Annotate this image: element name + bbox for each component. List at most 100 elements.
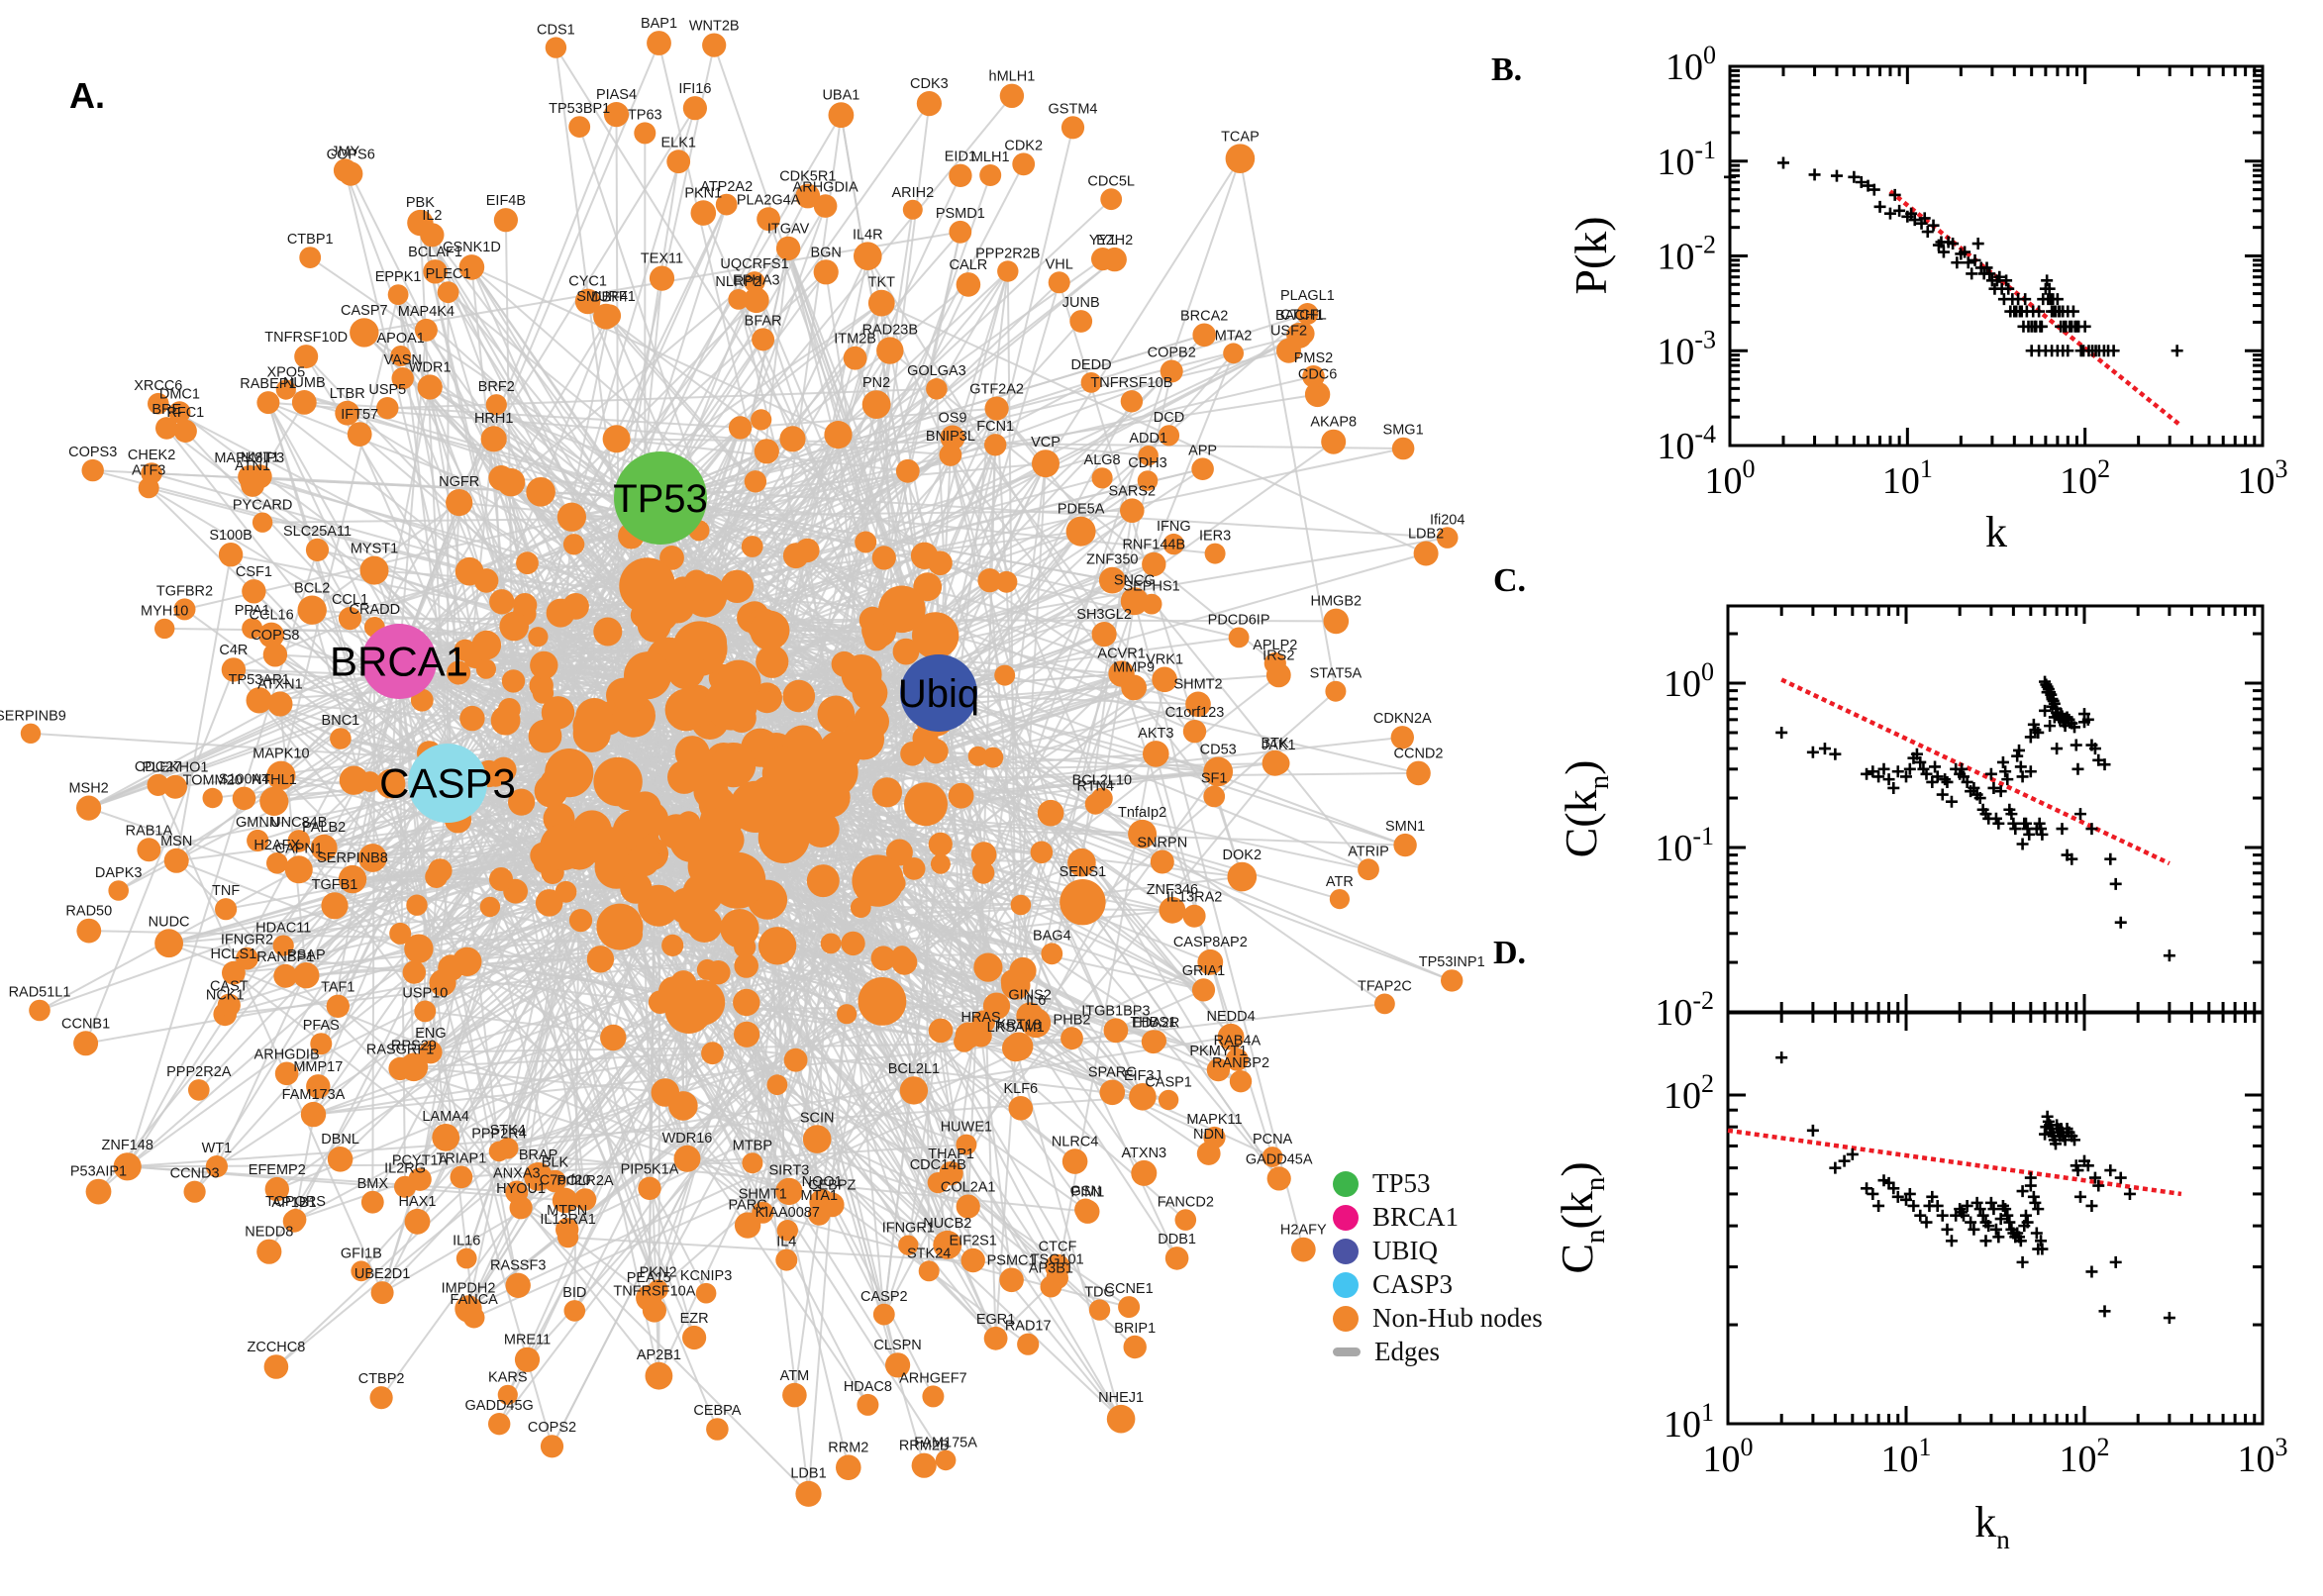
gene-label: ARHGEF7 <box>899 1370 967 1386</box>
gene-label: TKT <box>868 275 896 291</box>
gene-label: HAX1 <box>399 1194 437 1210</box>
gene-label: EFEMP2 <box>249 1162 306 1178</box>
gene-label: TEX11 <box>641 251 683 267</box>
tick-label: 101 <box>1881 1433 1932 1480</box>
gene-label: FANCD2 <box>1158 1194 1214 1210</box>
gene-label: EDA2R <box>1132 1016 1179 1032</box>
gene-label: DBF4 <box>591 290 628 306</box>
gene-label: SMN1 <box>1385 819 1425 835</box>
gene-label: UQCRFS1 <box>720 256 788 272</box>
gene-label: PALB2 <box>302 820 346 836</box>
gene-label: HRAS <box>960 1010 1000 1026</box>
chart-B-points <box>1724 156 2183 357</box>
gene-label: RASGRF1 <box>366 1043 435 1058</box>
gene-label: RASSF3 <box>490 1258 546 1274</box>
gene-label: KARS <box>488 1370 528 1386</box>
legend-item: Edges <box>1333 1339 1543 1365</box>
legend-edge-swatch-icon <box>1333 1347 1361 1356</box>
gene-label: NUMB <box>283 375 326 391</box>
gene-label: RAB1A <box>126 823 173 839</box>
gene-label: PEA15 <box>627 1270 671 1286</box>
gene-label: CCNB1 <box>61 1016 110 1032</box>
gene-label: STAT5A <box>1310 666 1363 682</box>
axis-title: k <box>1985 508 2007 556</box>
gene-label: IFT57 <box>341 407 378 423</box>
gene-label: AP3B1 <box>1029 1261 1073 1277</box>
gene-label: CALR <box>950 257 988 273</box>
gene-label: CEBPA <box>693 1403 741 1419</box>
gene-label: UBA1 <box>822 87 859 103</box>
gene-label: LDB1 <box>790 1466 826 1482</box>
tick-label: 10-1 <box>1655 822 1714 869</box>
gene-label: IL6 <box>1026 993 1046 1009</box>
gene-label: TNF <box>212 883 240 899</box>
gene-label: H2AFY <box>1280 1223 1327 1239</box>
gene-label: CHEK2 <box>128 448 175 463</box>
gene-label: KCNIP3 <box>680 1268 732 1284</box>
gene-label: NEDD8 <box>245 1225 293 1241</box>
gene-label: EID1 <box>945 150 976 165</box>
gene-label: CRADD <box>350 602 401 618</box>
hub-node-tp53 <box>614 451 707 545</box>
gene-label: OS9 <box>938 411 966 427</box>
gene-label: COPS2 <box>528 1420 576 1436</box>
gene-label: CDK5R1 <box>779 169 836 185</box>
gene-label: MTA1 <box>800 1188 838 1204</box>
gene-label: TNFRSF10A <box>613 1283 695 1299</box>
tick-label: 100 <box>1664 657 1714 705</box>
gene-label: HCLS1 <box>211 947 257 962</box>
gene-label: VHL <box>1046 256 1073 272</box>
gene-label: EPPK1 <box>375 269 422 285</box>
legend-node-swatch-icon <box>1333 1305 1359 1332</box>
chart-C-frame <box>1726 604 2265 1014</box>
gene-label: CDK3 <box>910 76 949 92</box>
legend: TP53 BRCA1 UBIQ CASP3 Non-Hub nodes Edges <box>1333 1170 1543 1365</box>
gene-label: ATF3 <box>132 462 165 478</box>
gene-label: TP53BP1 <box>549 101 610 117</box>
gene-label: ATRIP <box>1348 844 1389 859</box>
gene-label: NLRC4 <box>1052 1134 1099 1149</box>
legend-item: CASP3 <box>1333 1271 1543 1298</box>
gene-label: H2AFX <box>253 838 300 853</box>
gene-label: NDN <box>1193 1127 1224 1143</box>
tick-label: 10-1 <box>1657 136 1716 183</box>
gene-label: THAP1 <box>928 1147 974 1162</box>
gene-label: NHEJ1 <box>1098 1390 1144 1406</box>
gene-label: CCND2 <box>1394 747 1444 762</box>
legend-item: BRCA1 <box>1333 1204 1543 1231</box>
gene-label: BNIP3L <box>926 429 975 445</box>
gene-label: RANBP1 <box>256 949 314 965</box>
network-node-labels: TCAP NHEJ1 Ifi204 TP53INP1 P53AIP1 H2AFY SMG1 Z… <box>0 16 1485 1482</box>
gene-label: TnfaIp2 <box>1118 805 1166 821</box>
gene-label: ATXN1 <box>257 676 303 692</box>
gene-label: PSAP <box>287 948 326 963</box>
gene-label: HDAC11 <box>255 921 311 937</box>
gene-label: ZNF148 <box>102 1138 153 1153</box>
gene-label: SMG1 <box>1383 423 1424 439</box>
gene-label: RTN4 <box>1076 779 1114 795</box>
gene-label: MAP4K4 <box>398 304 454 320</box>
gene-label: SCIN <box>800 1110 835 1126</box>
gene-label: BCL2L1 <box>888 1061 940 1077</box>
gene-label: EGR1 <box>976 1312 1016 1328</box>
legend-node-swatch-icon <box>1333 1238 1359 1264</box>
gene-label: CYC1 <box>568 274 607 290</box>
gene-label: PARC <box>728 1197 766 1213</box>
gene-label: WDR16 <box>662 1131 713 1147</box>
gene-label: RRM2 <box>828 1440 868 1455</box>
gene-label: BID <box>562 1285 586 1301</box>
tick-label: 10-3 <box>1657 325 1716 372</box>
gene-label: COPS3 <box>68 445 117 460</box>
gene-label: ENG <box>415 1026 446 1042</box>
gene-label: BRCA2 <box>1180 309 1228 325</box>
gene-label: USP10 <box>402 985 448 1001</box>
gene-label: DMC1 <box>159 386 200 402</box>
chart-B-frame <box>1728 64 2265 448</box>
gene-label: BACH1 <box>1275 308 1323 324</box>
gene-label: CTBP2 <box>358 1371 405 1387</box>
chart-B-ticks <box>1730 66 2263 446</box>
gene-label: ITGB1BP3 <box>1081 1003 1150 1019</box>
gene-label: SERPINB8 <box>317 850 388 866</box>
gene-label: HYOU1 <box>496 1181 546 1197</box>
gene-label: ADD1 <box>1129 431 1167 447</box>
